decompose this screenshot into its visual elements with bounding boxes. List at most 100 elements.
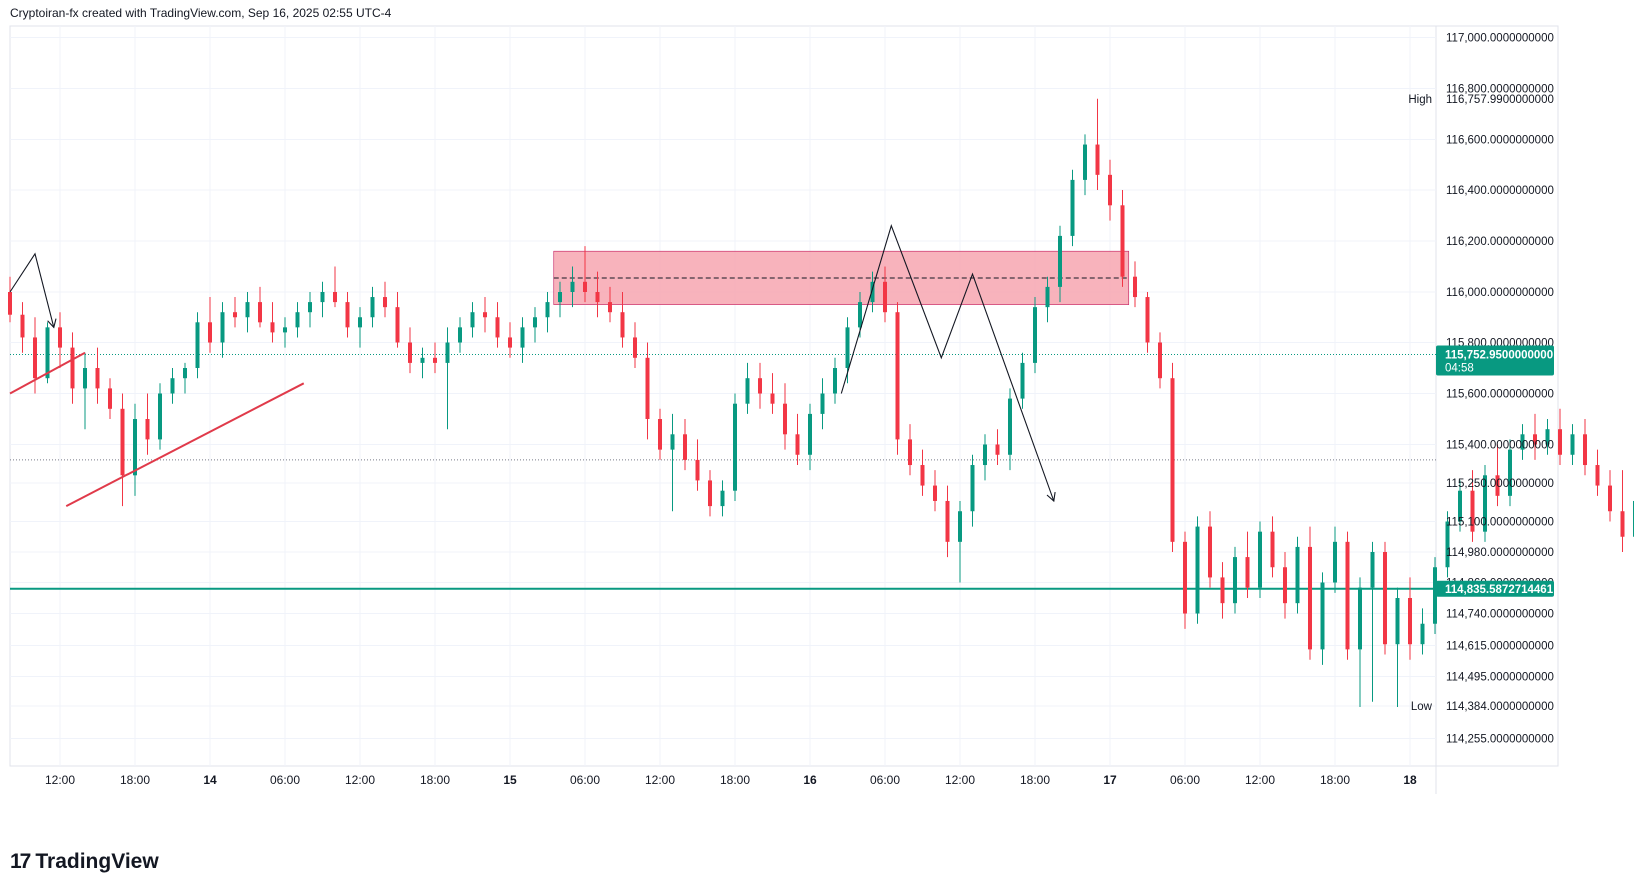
candle (358, 307, 362, 348)
candle-body (1195, 526, 1200, 614)
candle-body (608, 302, 612, 313)
time-tick-label: 06:00 (270, 773, 300, 787)
time-tick-label: 18 (1403, 773, 1417, 787)
candle-body (645, 357, 650, 419)
tradingview-logo[interactable]: 17 TradingView (10, 848, 159, 874)
candle (1095, 98, 1100, 190)
price-tick-label: 116,200.0000000000 (1446, 236, 1554, 248)
candle (1245, 531, 1250, 598)
candle-body (1020, 362, 1025, 399)
candle-body (1145, 297, 1150, 343)
candle (283, 317, 287, 348)
candle (708, 470, 712, 517)
candle-body (1308, 546, 1312, 650)
price-tick-label: 116,400.0000000000 (1446, 185, 1554, 197)
candle-body (233, 312, 237, 318)
candle-body (933, 485, 937, 501)
time-tick-label: 06:00 (870, 773, 900, 787)
price-tick-label: 114,495.0000000000 (1446, 672, 1554, 684)
candle-body (395, 307, 400, 343)
candle-body (970, 465, 975, 512)
candle-body (420, 357, 425, 363)
candle-body (808, 413, 812, 455)
candle (608, 286, 612, 323)
candle-body (1033, 307, 1037, 363)
candle (1258, 521, 1262, 598)
candle-body (495, 317, 500, 338)
candle-body (283, 327, 287, 333)
candle-body (1183, 541, 1187, 614)
candle (1133, 261, 1137, 308)
candle-body (995, 444, 1000, 455)
candle-body (758, 378, 762, 394)
candle-body (583, 281, 587, 292)
candle (1220, 562, 1225, 619)
time-tick-label: 14 (203, 773, 217, 787)
candle-body (1583, 434, 1587, 466)
time-tick-label: 06:00 (1170, 773, 1200, 787)
candle (320, 281, 325, 318)
candle (270, 302, 275, 343)
candle (820, 378, 825, 430)
time-tick-label: 18:00 (120, 773, 150, 787)
candle (745, 362, 750, 414)
candle (670, 413, 675, 512)
candle-body (1408, 598, 1412, 645)
candle (908, 424, 912, 476)
candle (920, 449, 925, 496)
candle (1120, 190, 1125, 287)
drawings[interactable] (9, 223, 1056, 507)
candle (20, 302, 25, 353)
candle (508, 322, 512, 358)
price-tick-label: 117,000.0000000000 (1446, 33, 1554, 45)
high-label: High (1408, 94, 1432, 106)
candle-body (70, 347, 75, 389)
price-axis[interactable]: 117,000.0000000000116,800.0000000000116,… (1408, 33, 1554, 746)
resistance-zone[interactable] (553, 250, 1130, 305)
candle (495, 302, 500, 348)
candles (8, 98, 1634, 708)
candle-body (1358, 587, 1362, 650)
candle (83, 352, 87, 430)
candle (170, 368, 175, 404)
candle (1320, 572, 1325, 665)
candle (133, 403, 137, 496)
price-chart[interactable]: 117,000.0000000000116,800.0000000000116,… (0, 0, 1634, 840)
projection-path-arrowhead (1046, 492, 1056, 503)
candle-body (1570, 434, 1575, 455)
candle (1358, 577, 1362, 708)
candle-body (295, 312, 300, 328)
candle-body (1433, 567, 1437, 624)
support-level-tag (1436, 580, 1554, 597)
candle-body (1170, 378, 1175, 542)
time-tick-label: 12:00 (645, 773, 675, 787)
time-tick-label: 06:00 (570, 773, 600, 787)
candle (945, 485, 950, 558)
candle (633, 322, 637, 368)
candle (1295, 536, 1300, 614)
time-tick-label: 18:00 (420, 773, 450, 787)
candle (783, 383, 787, 450)
candle (108, 378, 112, 419)
candle (1183, 531, 1187, 629)
candle-body (408, 342, 412, 363)
candle (1595, 449, 1600, 496)
candle-body (370, 297, 375, 318)
candle-body (658, 419, 662, 450)
candle-body (170, 378, 175, 394)
candle-body (195, 322, 200, 368)
candle-body (1533, 434, 1537, 445)
candle-body (720, 490, 725, 507)
candle-body (770, 393, 775, 404)
candle-body (508, 337, 512, 348)
candle-body (1133, 276, 1137, 298)
time-axis[interactable]: 12:00 18:00 14 06:00 12:00 18:00 15 06:00 12:00 1… (45, 773, 1417, 787)
candle-body (220, 312, 225, 343)
time-tick-label: 12:00 (345, 773, 375, 787)
candle (1108, 159, 1112, 221)
candle (533, 307, 537, 343)
candle (658, 408, 662, 460)
candle-body (308, 302, 312, 313)
candle-body (1483, 475, 1487, 532)
price-tick-label: 114,740.0000000000 (1446, 609, 1554, 621)
